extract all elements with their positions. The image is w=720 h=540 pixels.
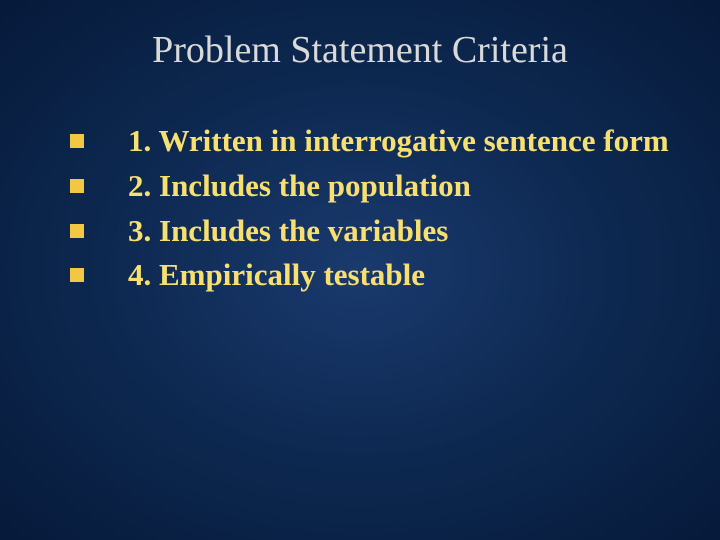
- list-item: 2. Includes the population: [70, 167, 680, 206]
- list-item: 4. Empirically testable: [70, 256, 680, 295]
- bullet-text: 3. Includes the variables: [112, 212, 448, 251]
- bullet-list: 1. Written in interrogative sentence for…: [40, 122, 680, 295]
- bullet-square-icon: [70, 134, 84, 148]
- bullet-square-icon: [70, 224, 84, 238]
- bullet-square-icon: [70, 179, 84, 193]
- bullet-square-icon: [70, 268, 84, 282]
- bullet-text: 4. Empirically testable: [112, 256, 425, 295]
- bullet-text: 2. Includes the population: [112, 167, 471, 206]
- slide-container: Problem Statement Criteria 1. Written in…: [0, 0, 720, 540]
- list-item: 1. Written in interrogative sentence for…: [70, 122, 680, 161]
- list-item: 3. Includes the variables: [70, 212, 680, 251]
- bullet-text: 1. Written in interrogative sentence for…: [112, 122, 669, 161]
- slide-title: Problem Statement Criteria: [40, 28, 680, 72]
